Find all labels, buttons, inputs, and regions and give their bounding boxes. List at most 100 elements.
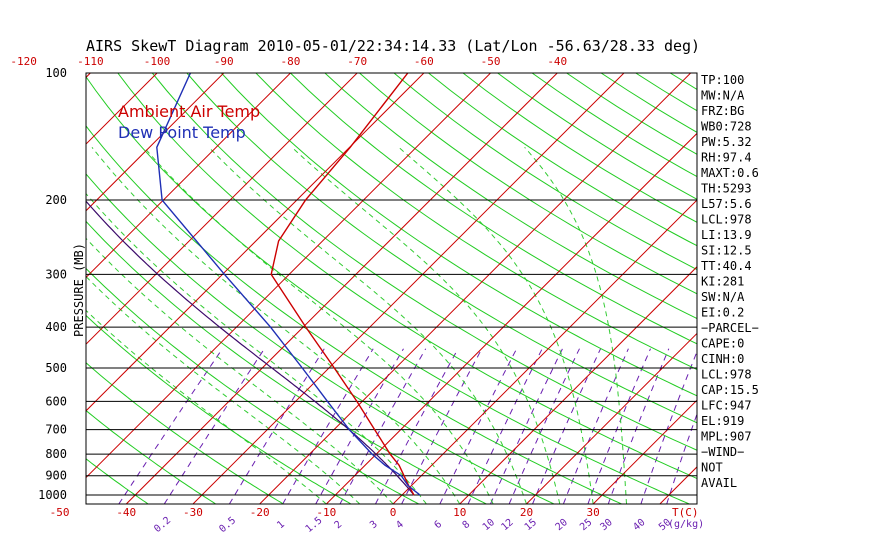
dry-adiabat-line [86, 220, 487, 504]
bottom-temp-tick-label: -50 [50, 506, 70, 519]
mixing-ratio-tick-label: 20 [554, 517, 570, 533]
mixing-ratio-tick-label: 12 [499, 517, 515, 533]
isotherms [0, 73, 697, 504]
index-item: TP:100 [701, 73, 744, 87]
dry-adiabat-line [428, 73, 697, 247]
index-item: MPL:907 [701, 430, 752, 444]
y-tick-label: 600 [45, 394, 67, 408]
y-tick-label: 1000 [38, 488, 67, 502]
index-item: LCL:978 [701, 213, 752, 227]
moist-adiabat-line [143, 146, 494, 504]
dry-adiabat-line [255, 73, 697, 371]
dry-adiabat-line [186, 73, 697, 424]
dew-point-line [156, 73, 421, 496]
mixing-ratio-tick-label: 4 [394, 519, 406, 531]
index-item: NOT [701, 461, 723, 475]
mixing-ratio-line [315, 348, 404, 504]
index-item: LCL:978 [701, 368, 752, 382]
index-item: LI:13.9 [701, 228, 752, 242]
dry-adiabat-line [86, 409, 216, 504]
isotherm-line [192, 73, 625, 504]
mixing-ratio-line [490, 348, 563, 504]
y-tick-label: 900 [45, 469, 67, 483]
chart-title: AIRS SkewT Diagram 2010-05-01/22:34:14.3… [86, 37, 700, 55]
dry-adiabat-line [86, 458, 149, 504]
isotherm-line [259, 73, 692, 504]
moist-adiabat-line [208, 146, 527, 504]
index-item: SW:N/A [701, 290, 745, 304]
bottom-temp-tick-label: -20 [250, 506, 270, 519]
dry-adiabat-line [117, 73, 697, 480]
y-tick-label: 700 [45, 423, 67, 437]
mixing-ratio-line [508, 348, 580, 504]
index-item: FRZ:BG [701, 104, 744, 118]
mixing-ratio-lines [118, 348, 697, 504]
dry-adiabat-line [86, 314, 352, 504]
mixing-ratio-line [163, 348, 265, 504]
isotherm-line [86, 73, 491, 479]
bottom-temp-tick-label: -40 [116, 506, 136, 519]
y-tick-label: 300 [45, 267, 67, 281]
index-item: SI:12.5 [701, 244, 752, 258]
x-axis-unit-label: T(C) [672, 506, 699, 519]
bottom-temp-tick-label: 20 [520, 506, 533, 519]
mixing-ratio-line [439, 348, 518, 504]
legend-ambient-temp: Ambient Air Temp [118, 102, 260, 121]
y-axis-label: PRESSURE (MB) [72, 243, 86, 337]
isobars [86, 199, 697, 496]
mixing-ratio-line [375, 348, 459, 504]
isotherm-line [0, 73, 24, 504]
mixing-ratio-unit-label: (g/kg) [668, 519, 704, 530]
index-item: CINH:0 [701, 352, 744, 366]
top-temp-tick-label: -50 [481, 55, 501, 68]
bottom-temp-tick-label: 10 [453, 506, 466, 519]
dry-adiabat-line [86, 173, 555, 504]
mixing-ratio-line [282, 348, 374, 504]
mixing-ratio-line [228, 348, 325, 504]
isotherm-line [86, 73, 225, 212]
legend: Ambient Air Temp Dew Point Temp [118, 102, 260, 142]
plot-area [0, 73, 697, 504]
index-item: RH:97.4 [701, 151, 752, 165]
index-item: KI:281 [701, 275, 744, 289]
mixing-ratio-tick-label: 0.2 [152, 515, 173, 535]
top-temp-tick-label: -110 [77, 55, 104, 68]
index-item: −PARCEL− [701, 321, 759, 335]
dry-adiabat-line [393, 73, 697, 271]
legend-dew-point: Dew Point Temp [118, 123, 246, 142]
plot-frame [85, 72, 698, 505]
dry-adiabat-line [290, 73, 697, 345]
top-temp-tick-label: -90 [214, 55, 234, 68]
top-temp-tick-label: -40 [547, 55, 567, 68]
profile-series [156, 73, 421, 496]
isotherm-line [86, 73, 291, 279]
moist-adiabat-line [291, 146, 561, 504]
mixing-ratio-line [587, 348, 651, 504]
bottom-temp-tick-label: 0 [390, 506, 397, 519]
mixing-ratio-line [562, 348, 629, 504]
index-item: TT:40.4 [701, 259, 752, 273]
dry-adiabat-line [221, 73, 697, 397]
index-item: TH:5293 [701, 182, 752, 196]
isotherm-line [326, 132, 697, 504]
top-temp-tick-label: -60 [414, 55, 434, 68]
dry-adiabat-line [359, 73, 697, 295]
mixing-ratio-tick-label: 1 [275, 519, 287, 531]
y-tick-label: 500 [45, 361, 67, 375]
mixing-ratio-tick-label: 0.5 [217, 515, 238, 535]
y-tick-label: 100 [45, 66, 67, 80]
index-item: EI:0.2 [701, 306, 744, 320]
mixing-ratio-tick-label: 40 [631, 517, 647, 533]
top-temp-tick-label: -80 [281, 55, 301, 68]
moist-adiabat-line [524, 146, 627, 504]
y-tick-label: 800 [45, 447, 67, 461]
mixing-ratio-line [339, 348, 427, 504]
isotherm-line [526, 332, 697, 504]
mixing-ratio-tick-label: 3 [368, 519, 380, 531]
index-item: WB0:728 [701, 120, 752, 134]
top-temp-tick-label: -120 [10, 55, 37, 68]
bottom-temp-tick-label: -10 [316, 506, 336, 519]
index-item: MAXT:0.6 [701, 166, 759, 180]
top-temp-tick-label: -100 [144, 55, 171, 68]
isotherm-line [125, 73, 558, 504]
